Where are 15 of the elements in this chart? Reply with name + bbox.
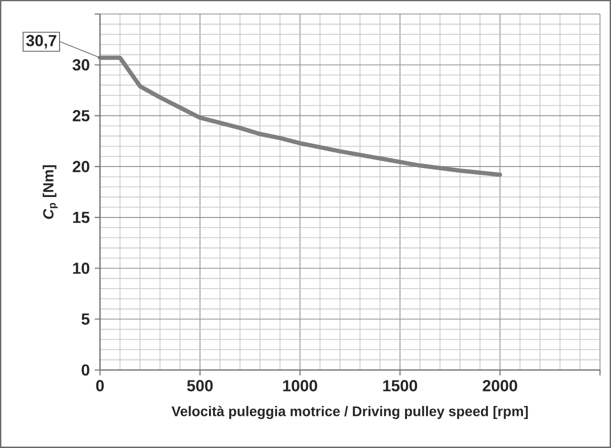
annotation: 30,7: [26, 34, 56, 49]
y-axis-title: C$_{p}$ [Nm]: [42, 165, 58, 219]
y-tick-label: 0: [82, 364, 90, 376]
x-tick-label: 500: [187, 380, 213, 392]
x-tick-label: 1500: [383, 380, 418, 392]
x-axis-title: Velocità puleggia motrice / Driving pulley speed [rpm]: [172, 406, 528, 420]
y-tick-label: 25: [72, 110, 90, 122]
y-tick-label: 15: [73, 212, 90, 223]
x-tick-label: 0: [96, 380, 104, 392]
x-tick-label: 1000: [283, 380, 318, 392]
y-tick-label: 30: [72, 59, 90, 71]
x-tick-label: 2000: [482, 380, 518, 392]
y-tick-label: 20: [72, 160, 90, 172]
y-tick-label: 5: [82, 314, 90, 325]
y-tick-label: 10: [73, 262, 90, 274]
